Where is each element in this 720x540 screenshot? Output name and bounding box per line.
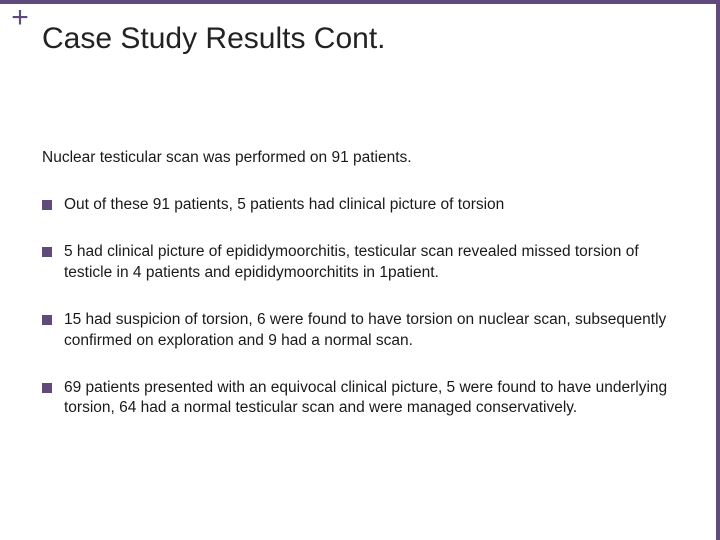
top-border xyxy=(0,0,720,4)
slide: + Case Study Results Cont. Nuclear testi… xyxy=(0,0,720,540)
right-border xyxy=(716,0,720,540)
bullet-text: 15 had suspicion of torsion, 6 were foun… xyxy=(64,310,672,352)
list-item: Out of these 91 patients, 5 patients had… xyxy=(42,195,672,216)
plus-icon: + xyxy=(6,6,34,34)
list-item: 69 patients presented with an equivocal … xyxy=(42,378,672,420)
intro-text: Nuclear testicular scan was performed on… xyxy=(42,148,672,169)
bullet-text: 69 patients presented with an equivocal … xyxy=(64,378,672,420)
square-bullet-icon xyxy=(42,247,52,257)
bullet-text: 5 had clinical picture of epididymoorchi… xyxy=(64,242,672,284)
square-bullet-icon xyxy=(42,200,52,210)
list-item: 15 had suspicion of torsion, 6 were foun… xyxy=(42,310,672,352)
square-bullet-icon xyxy=(42,383,52,393)
slide-title: Case Study Results Cont. xyxy=(42,22,386,56)
list-item: 5 had clinical picture of epididymoorchi… xyxy=(42,242,672,284)
slide-body: Nuclear testicular scan was performed on… xyxy=(42,148,672,445)
bullet-text: Out of these 91 patients, 5 patients had… xyxy=(64,195,672,216)
square-bullet-icon xyxy=(42,315,52,325)
